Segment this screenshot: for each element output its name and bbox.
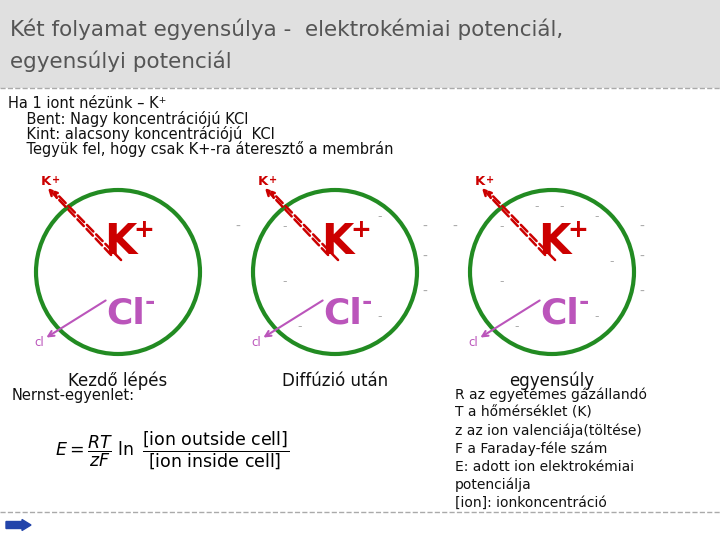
Text: -: - <box>378 211 382 224</box>
Text: cl: cl <box>34 336 44 349</box>
Text: egyensúlyi potenciál: egyensúlyi potenciál <box>10 50 232 71</box>
Text: R az egyetemes gázállandó: R az egyetemes gázállandó <box>455 388 647 402</box>
Text: $E = \dfrac{RT}{zF}\ \ln\ \dfrac{\mathrm{[ion\ outside\ cell]}}{\mathrm{[ion\ in: $E = \dfrac{RT}{zF}\ \ln\ \dfrac{\mathrm… <box>55 429 289 471</box>
Text: egyensúly: egyensúly <box>510 372 595 390</box>
Text: -: - <box>298 321 302 334</box>
Text: Cl: Cl <box>541 297 580 331</box>
Text: Tegyük fel, hogy csak K+-ra áteresztő a membrán: Tegyük fel, hogy csak K+-ra áteresztő a … <box>8 141 394 157</box>
Text: Diffúzió után: Diffúzió után <box>282 372 388 390</box>
Text: -: - <box>423 285 428 299</box>
Text: K: K <box>538 221 570 263</box>
Text: Bent: Nagy koncentrációjú KCl: Bent: Nagy koncentrációjú KCl <box>8 111 248 127</box>
Text: z az ion valenciája(töltése): z az ion valenciája(töltése) <box>455 424 642 438</box>
Text: -: - <box>423 250 428 264</box>
Text: F a Faraday-féle szám: F a Faraday-féle szám <box>455 442 608 456</box>
Text: T a hőmérséklet (K): T a hőmérséklet (K) <box>455 406 592 420</box>
Text: -: - <box>378 310 382 323</box>
FancyArrow shape <box>6 519 31 530</box>
Text: Nernst-egyenlet:: Nernst-egyenlet: <box>12 388 135 403</box>
Text: -: - <box>535 200 539 213</box>
Text: cl: cl <box>468 336 478 349</box>
Text: -: - <box>453 220 457 234</box>
Text: -: - <box>235 220 240 234</box>
Text: -: - <box>639 220 644 234</box>
Bar <box>0 0 720 88</box>
Text: +: + <box>52 175 60 185</box>
Circle shape <box>470 190 634 354</box>
Text: K: K <box>475 175 485 188</box>
Text: K: K <box>258 175 269 188</box>
Text: -: - <box>48 332 51 341</box>
Text: Ha 1 iont nézünk – K⁺: Ha 1 iont nézünk – K⁺ <box>8 96 166 111</box>
Circle shape <box>253 190 417 354</box>
Circle shape <box>36 190 200 354</box>
Text: -: - <box>515 321 519 334</box>
Text: K: K <box>321 221 354 263</box>
Text: +: + <box>134 218 154 242</box>
Text: [ion]: ionkoncentráció: [ion]: ionkoncentráció <box>455 496 607 510</box>
Text: +: + <box>567 218 588 242</box>
Text: -: - <box>500 220 504 233</box>
Text: -: - <box>265 332 269 341</box>
Text: -: - <box>559 200 564 213</box>
Text: -: - <box>283 220 287 233</box>
Text: Kezdő lépés: Kezdő lépés <box>68 372 168 390</box>
Text: -: - <box>362 290 372 314</box>
Text: -: - <box>145 290 156 314</box>
Text: -: - <box>595 211 599 224</box>
Text: cl: cl <box>251 336 261 349</box>
Text: -: - <box>595 310 599 323</box>
Text: Két folyamat egyensúlya -  elektrokémiai potenciál,: Két folyamat egyensúlya - elektrokémiai … <box>10 18 563 39</box>
Text: -: - <box>639 250 644 264</box>
Text: -: - <box>610 255 614 268</box>
Text: -: - <box>423 220 428 234</box>
Text: Cl: Cl <box>107 297 145 331</box>
Text: K: K <box>41 175 51 188</box>
Text: +: + <box>486 175 494 185</box>
Text: E: adott ion elektrokémiai: E: adott ion elektrokémiai <box>455 460 634 474</box>
Text: Kint: alacsony koncentrációjú  KCl: Kint: alacsony koncentrációjú KCl <box>8 126 275 142</box>
Text: K: K <box>104 221 136 263</box>
Text: Cl: Cl <box>323 297 362 331</box>
Text: -: - <box>283 275 287 288</box>
Text: -: - <box>639 285 644 299</box>
Text: +: + <box>269 175 277 185</box>
Text: potenciálja: potenciálja <box>455 478 532 492</box>
Text: -: - <box>500 275 504 288</box>
Text: -: - <box>482 332 485 341</box>
Text: +: + <box>351 218 372 242</box>
Text: -: - <box>579 290 589 314</box>
